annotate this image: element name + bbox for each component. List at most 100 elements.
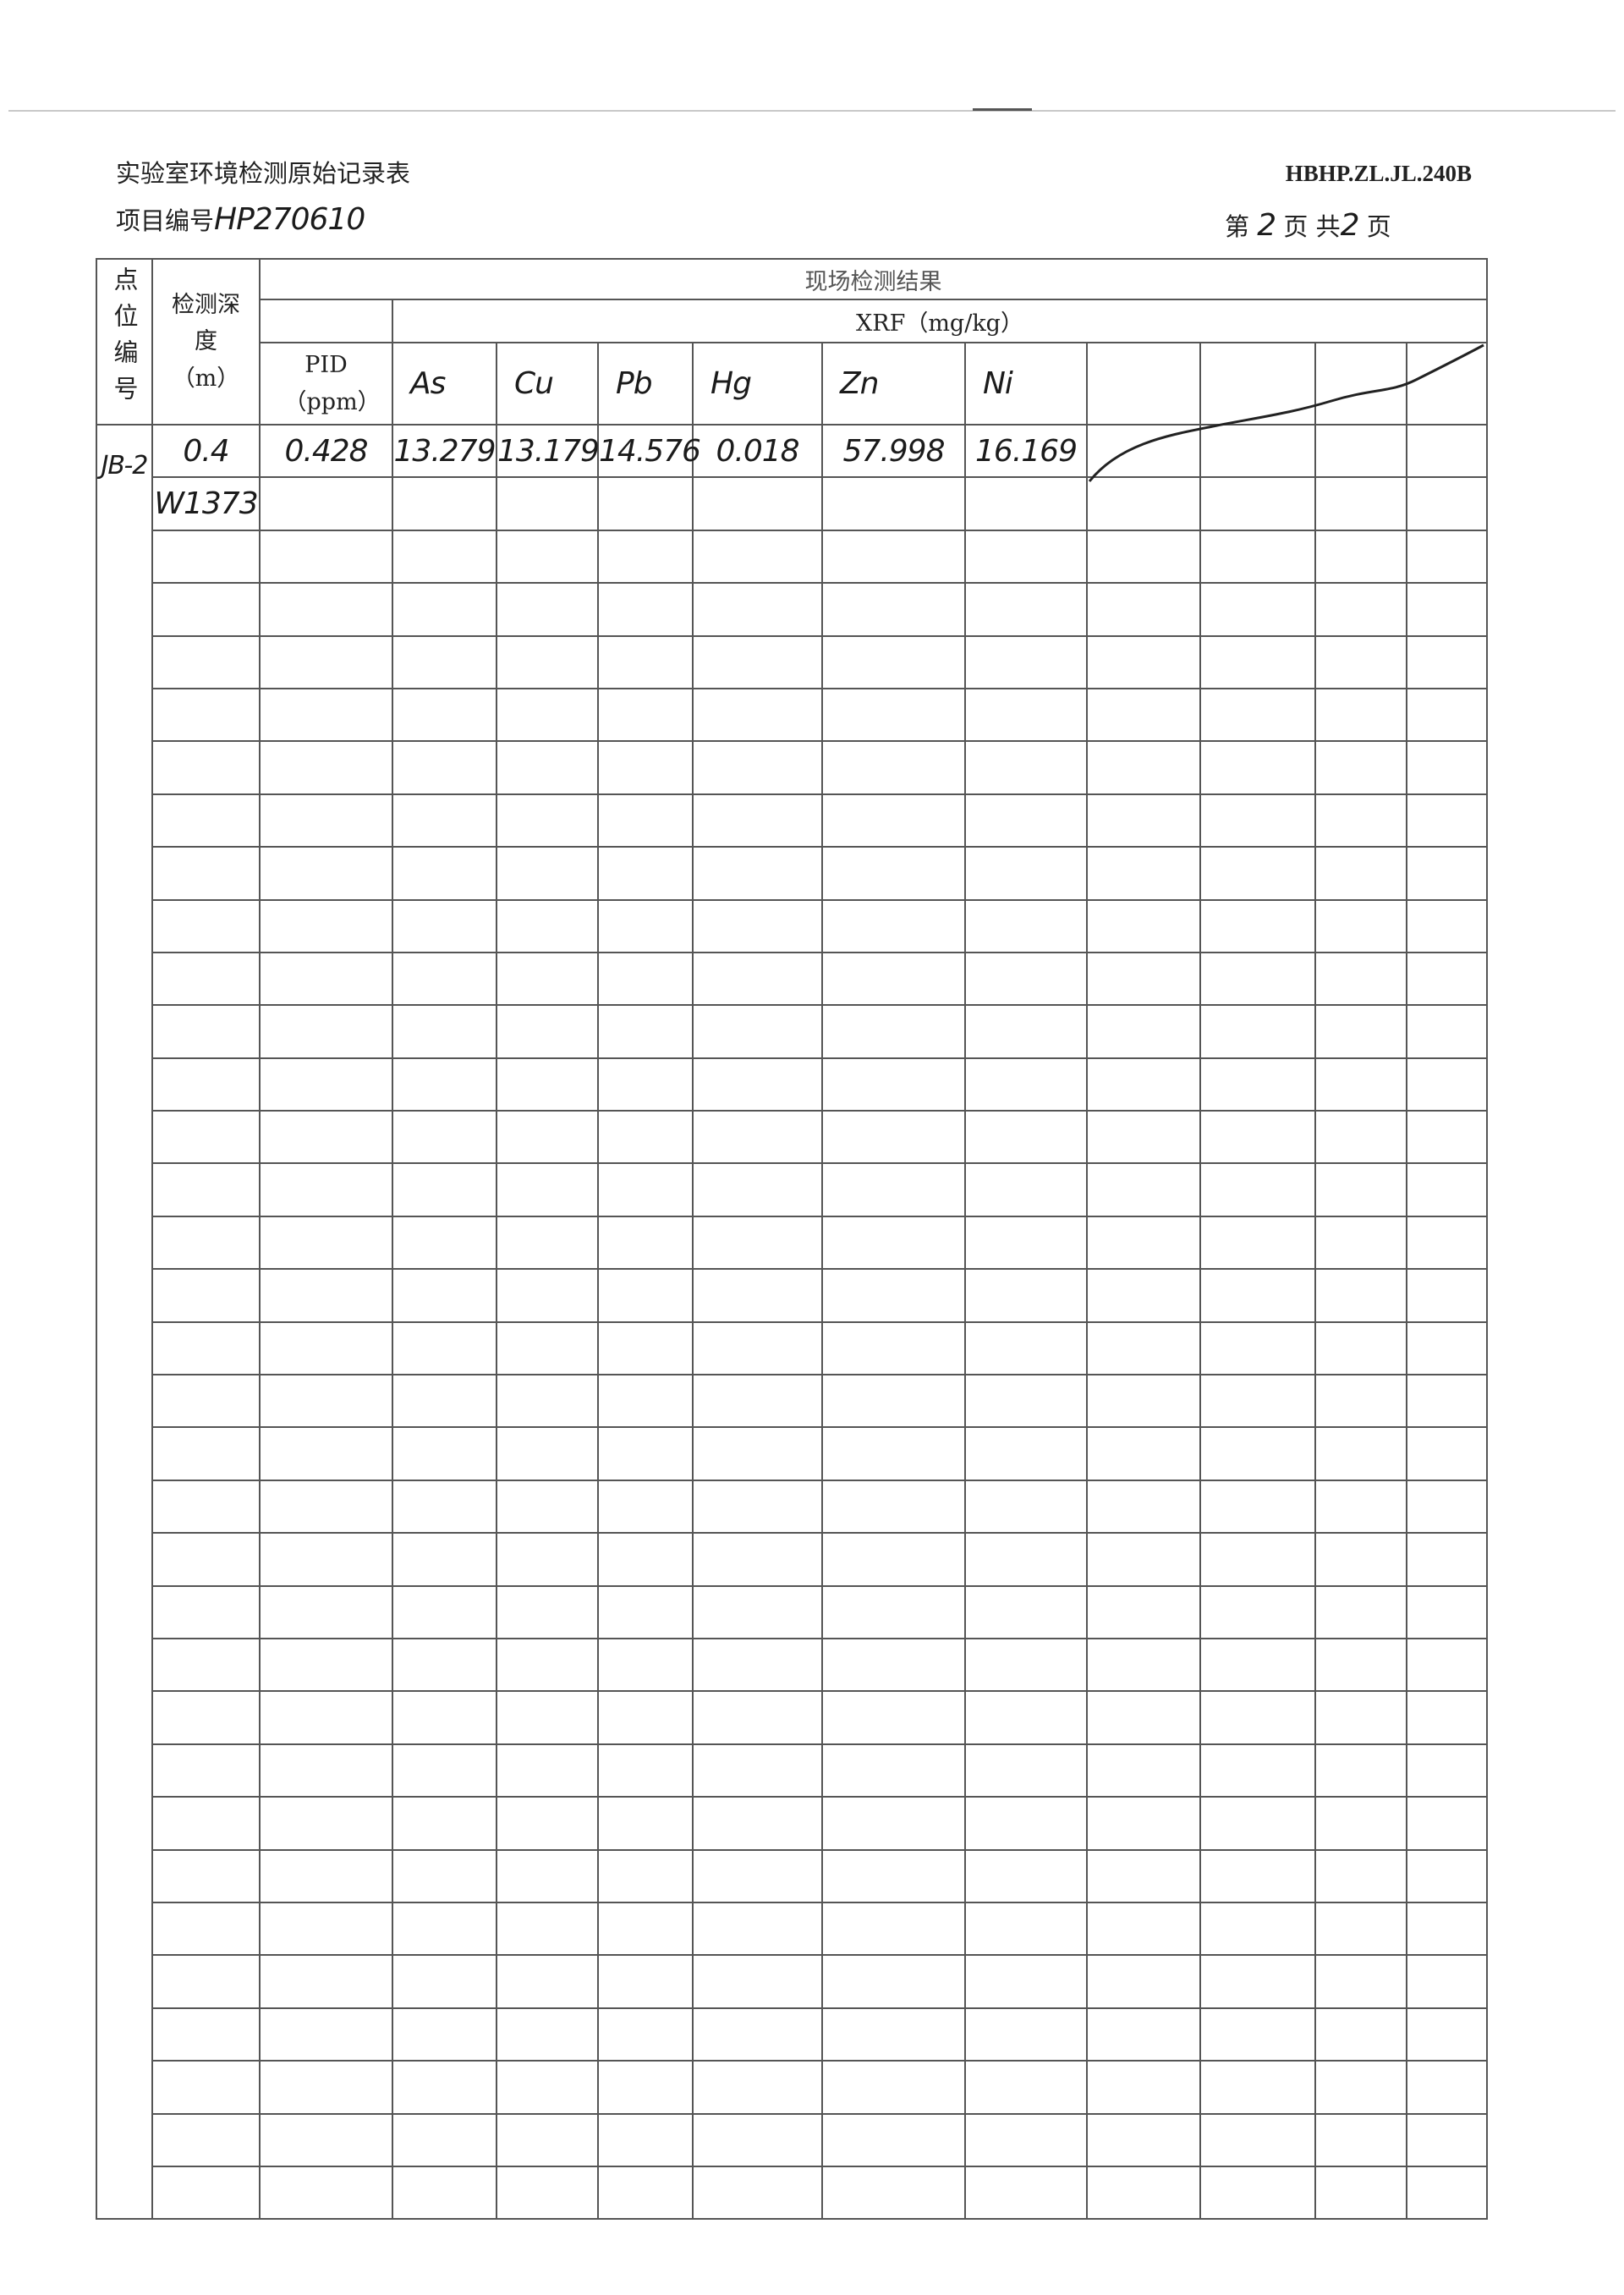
pid-cell — [259, 582, 393, 637]
pid-cell — [259, 1162, 393, 1217]
empty-cell — [1314, 1004, 1407, 1059]
empty-cell — [1086, 1743, 1201, 1798]
value-cell — [821, 1110, 966, 1165]
value-cell — [496, 1215, 599, 1271]
value-cell — [496, 1637, 599, 1693]
value-cell — [496, 898, 599, 953]
value-cell — [964, 1796, 1088, 1851]
empty-cell — [1314, 1374, 1407, 1429]
depth-cell — [151, 1320, 261, 1376]
value-cell — [692, 1532, 823, 1587]
page-prefix: 第 — [1225, 212, 1250, 241]
depth-cell — [151, 2165, 261, 2221]
header-depth: 检测深度（m） — [151, 258, 261, 426]
empty-cell — [1405, 476, 1489, 531]
pid-cell — [259, 951, 393, 1007]
empty-cell — [1086, 2060, 1201, 2115]
empty-cell — [1086, 476, 1201, 531]
value-cell — [597, 740, 694, 795]
value-cell — [821, 1532, 966, 1587]
empty-cell — [1405, 1743, 1489, 1798]
value-cell — [964, 1690, 1088, 1745]
depth-cell — [151, 2060, 261, 2115]
pid-cell — [259, 634, 393, 689]
empty-cell — [1086, 1426, 1201, 1481]
empty-cell — [1086, 1110, 1201, 1165]
value-cell — [821, 1901, 966, 1957]
value-cell — [964, 898, 1088, 953]
value-cell — [964, 582, 1088, 637]
empty-cell — [1405, 1637, 1489, 1693]
value-cell — [496, 582, 599, 637]
value-cell — [392, 2112, 497, 2167]
empty-cell — [1405, 2112, 1489, 2167]
value-cell — [597, 687, 694, 743]
pid-cell — [259, 1479, 393, 1535]
header-xrf: XRF（mg/kg） — [391, 299, 1489, 343]
value-cell — [692, 1162, 823, 1217]
empty-cell — [1405, 634, 1489, 689]
value-cell — [496, 1320, 599, 1376]
value-cell — [597, 1901, 694, 1957]
value-cell — [821, 2165, 966, 2221]
value-cell — [821, 1954, 966, 2009]
value-cell — [964, 1479, 1088, 1535]
value-cell — [597, 1690, 694, 1745]
point-id-cell: JB-2 — [96, 423, 153, 2221]
value-cell — [597, 1637, 694, 1693]
value-cell — [692, 634, 823, 689]
value-cell — [821, 634, 966, 689]
empty-cell — [1314, 951, 1407, 1007]
table-row — [96, 1848, 1489, 1903]
empty-cell — [1314, 1848, 1407, 1903]
empty-cell — [1086, 2007, 1201, 2062]
value-cell — [821, 529, 966, 585]
value-cell — [597, 1796, 694, 1851]
value-cell — [597, 1004, 694, 1059]
value-cell — [964, 846, 1088, 901]
value-cell — [597, 2165, 694, 2221]
value-cell — [964, 1532, 1088, 1587]
value-cell — [597, 2112, 694, 2167]
empty-cell — [1086, 1637, 1201, 1693]
depth-cell — [151, 1110, 261, 1165]
empty-cell — [1405, 2165, 1489, 2221]
empty-cell — [1199, 1637, 1316, 1693]
empty-cell — [1086, 951, 1201, 1007]
empty-cell — [1086, 1848, 1201, 1903]
empty-cell — [1086, 740, 1201, 795]
table-row — [96, 1426, 1489, 1481]
depth-cell — [151, 1426, 261, 1481]
pid-cell — [259, 476, 393, 531]
value-cell — [821, 582, 966, 637]
value-cell — [392, 1532, 497, 1587]
value-cell — [964, 634, 1088, 689]
empty-cell — [1405, 898, 1489, 953]
empty-cell — [1199, 1848, 1316, 1903]
empty-cell — [1405, 1057, 1489, 1112]
empty-cell — [1405, 1162, 1489, 1217]
empty-cell — [1086, 1690, 1201, 1745]
value-cell — [692, 582, 823, 637]
pid-cell — [259, 1426, 393, 1481]
value-cell — [496, 1162, 599, 1217]
value-cell — [821, 1057, 966, 1112]
page-indicator: 第 2 页 共2 页 — [1225, 207, 1391, 243]
value-cell — [821, 793, 966, 848]
value-cell — [392, 1320, 497, 1376]
value-cell — [392, 2007, 497, 2062]
header-element-hg: Hg — [692, 342, 823, 426]
value-cell — [392, 2165, 497, 2221]
value-cell — [964, 951, 1088, 1007]
value-cell — [496, 1268, 599, 1323]
pid-cell — [259, 687, 393, 743]
table-row — [96, 2007, 1489, 2062]
depth-cell: W1373 — [151, 476, 261, 531]
table-row — [96, 1901, 1489, 1957]
header-empty — [1405, 342, 1489, 426]
depth-cell — [151, 1057, 261, 1112]
empty-cell — [1314, 687, 1407, 743]
value-cell — [392, 1268, 497, 1323]
table-row — [96, 1004, 1489, 1059]
value-cell — [597, 898, 694, 953]
